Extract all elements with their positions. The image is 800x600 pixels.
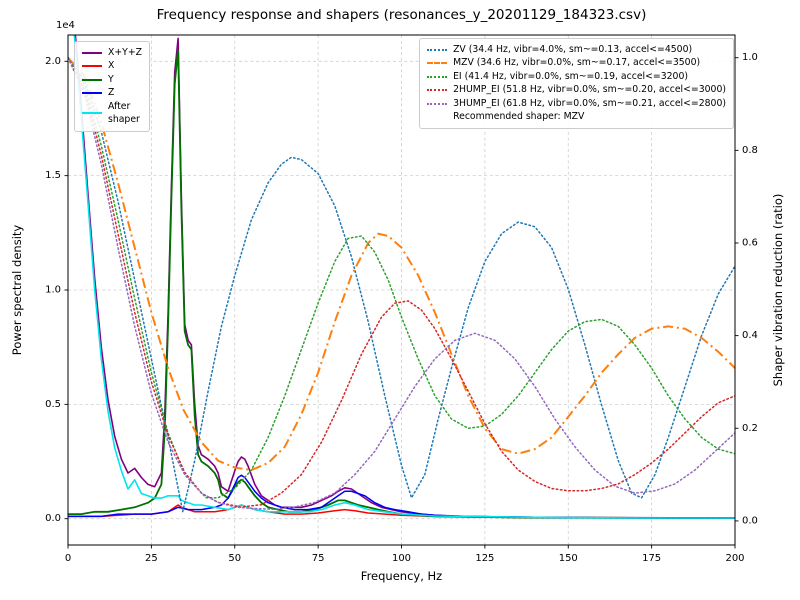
x-axis-label: Frequency, Hz [360, 569, 443, 583]
legend-note: Recommended shaper: MZV [453, 111, 585, 123]
legend-line-sample [427, 89, 448, 92]
legend-item: Y [82, 73, 142, 86]
tick-label: 0.0 [45, 513, 61, 524]
series-3hump-ei [68, 56, 735, 511]
tick-label: 2.0 [45, 56, 61, 67]
tick-label: 0 [65, 553, 71, 564]
y-axis-label-left: Power spectral density [10, 224, 24, 356]
legend-item: MZV (34.6 Hz, vibr=0.0%, sm~=0.17, accel… [427, 56, 726, 69]
series-ei [68, 56, 735, 499]
legend-item-label: 2HUMP_EI (51.8 Hz, vibr=0.0%, sm~=0.20, … [453, 84, 726, 96]
legend-item: X+Y+Z [82, 46, 142, 59]
tick-label: 25 [145, 553, 158, 564]
legend-item-label: Y [108, 73, 114, 85]
tick-label: 1.0 [742, 52, 758, 63]
tick-label: 150 [559, 553, 578, 564]
legend-line-sample [82, 51, 102, 54]
tick-label: 200 [725, 553, 744, 564]
tick-label: 0.2 [742, 423, 758, 434]
legend-shaper-items: ZV (34.4 Hz, vibr=4.0%, sm~=0.13, accel<… [427, 43, 726, 110]
series-z [68, 474, 735, 519]
tick-label: 50 [228, 553, 241, 564]
tick-label: 0.0 [742, 515, 758, 526]
legend-item-label: 3HUMP_EI (61.8 Hz, vibr=0.0%, sm~=0.21, … [453, 97, 726, 109]
legend-line-sample [427, 62, 448, 65]
tick-label: 0.4 [742, 330, 758, 341]
y-axis-offset-multiplier: 1e4 [56, 20, 75, 31]
legend-item-label: Z [108, 87, 115, 99]
legend-item-label: EI (41.4 Hz, vibr=0.0%, sm~=0.19, accel<… [453, 70, 689, 82]
tick-label: 1.0 [45, 285, 61, 296]
legend-item-label: After shaper [108, 100, 140, 126]
series-after-shaper [73, 35, 735, 519]
legend-item: X [82, 59, 142, 72]
tick-label: 175 [642, 553, 661, 564]
legend-item: 3HUMP_EI (61.8 Hz, vibr=0.0%, sm~=0.21, … [427, 97, 726, 110]
legend-psd-items: X+Y+Z X Y Z After shaper [82, 46, 142, 127]
y-axis-label-right: Shaper vibration reduction (ratio) [771, 193, 785, 387]
tick-label: 0.5 [45, 399, 61, 410]
legend-item: ZV (34.4 Hz, vibr=4.0%, sm~=0.13, accel<… [427, 43, 726, 56]
legend-line-sample [82, 78, 102, 81]
tick-label: 0.8 [742, 145, 758, 156]
tick-label: 1.5 [45, 170, 61, 181]
series-mzv [68, 57, 735, 471]
tick-label: 75 [312, 553, 325, 564]
legend-item-label: X [108, 60, 115, 72]
legend-psd: X+Y+Z X Y Z After shaper [74, 41, 150, 132]
legend-line-sample [82, 65, 102, 68]
axis-ticks [64, 57, 739, 549]
legend-line-sample [427, 75, 448, 78]
legend-item-label: X+Y+Z [108, 47, 142, 58]
legend-line-sample [82, 112, 102, 115]
legend-item: After shaper [82, 100, 142, 127]
legend-line-sample [427, 48, 448, 51]
series-y [68, 49, 735, 519]
chart-title: Frequency response and shapers (resonanc… [156, 7, 647, 23]
series-2hump-ei [68, 56, 735, 508]
tick-label: 125 [475, 553, 494, 564]
legend-item: EI (41.4 Hz, vibr=0.0%, sm~=0.19, accel<… [427, 70, 726, 83]
tick-label: 100 [392, 553, 411, 564]
legend-item-label: ZV (34.4 Hz, vibr=4.0%, sm~=0.13, accel<… [453, 44, 693, 55]
legend-item: Z [82, 86, 142, 99]
legend-line-sample [82, 92, 102, 95]
legend-shapers: ZV (34.4 Hz, vibr=4.0%, sm~=0.13, accel<… [419, 38, 734, 129]
tick-label: 0.6 [742, 237, 758, 248]
legend-item: 2HUMP_EI (51.8 Hz, vibr=0.0%, sm~=0.20, … [427, 83, 726, 96]
legend-line-sample [427, 102, 448, 105]
series-zv [68, 56, 735, 513]
legend-item-label: MZV (34.6 Hz, vibr=0.0%, sm~=0.17, accel… [453, 57, 701, 69]
